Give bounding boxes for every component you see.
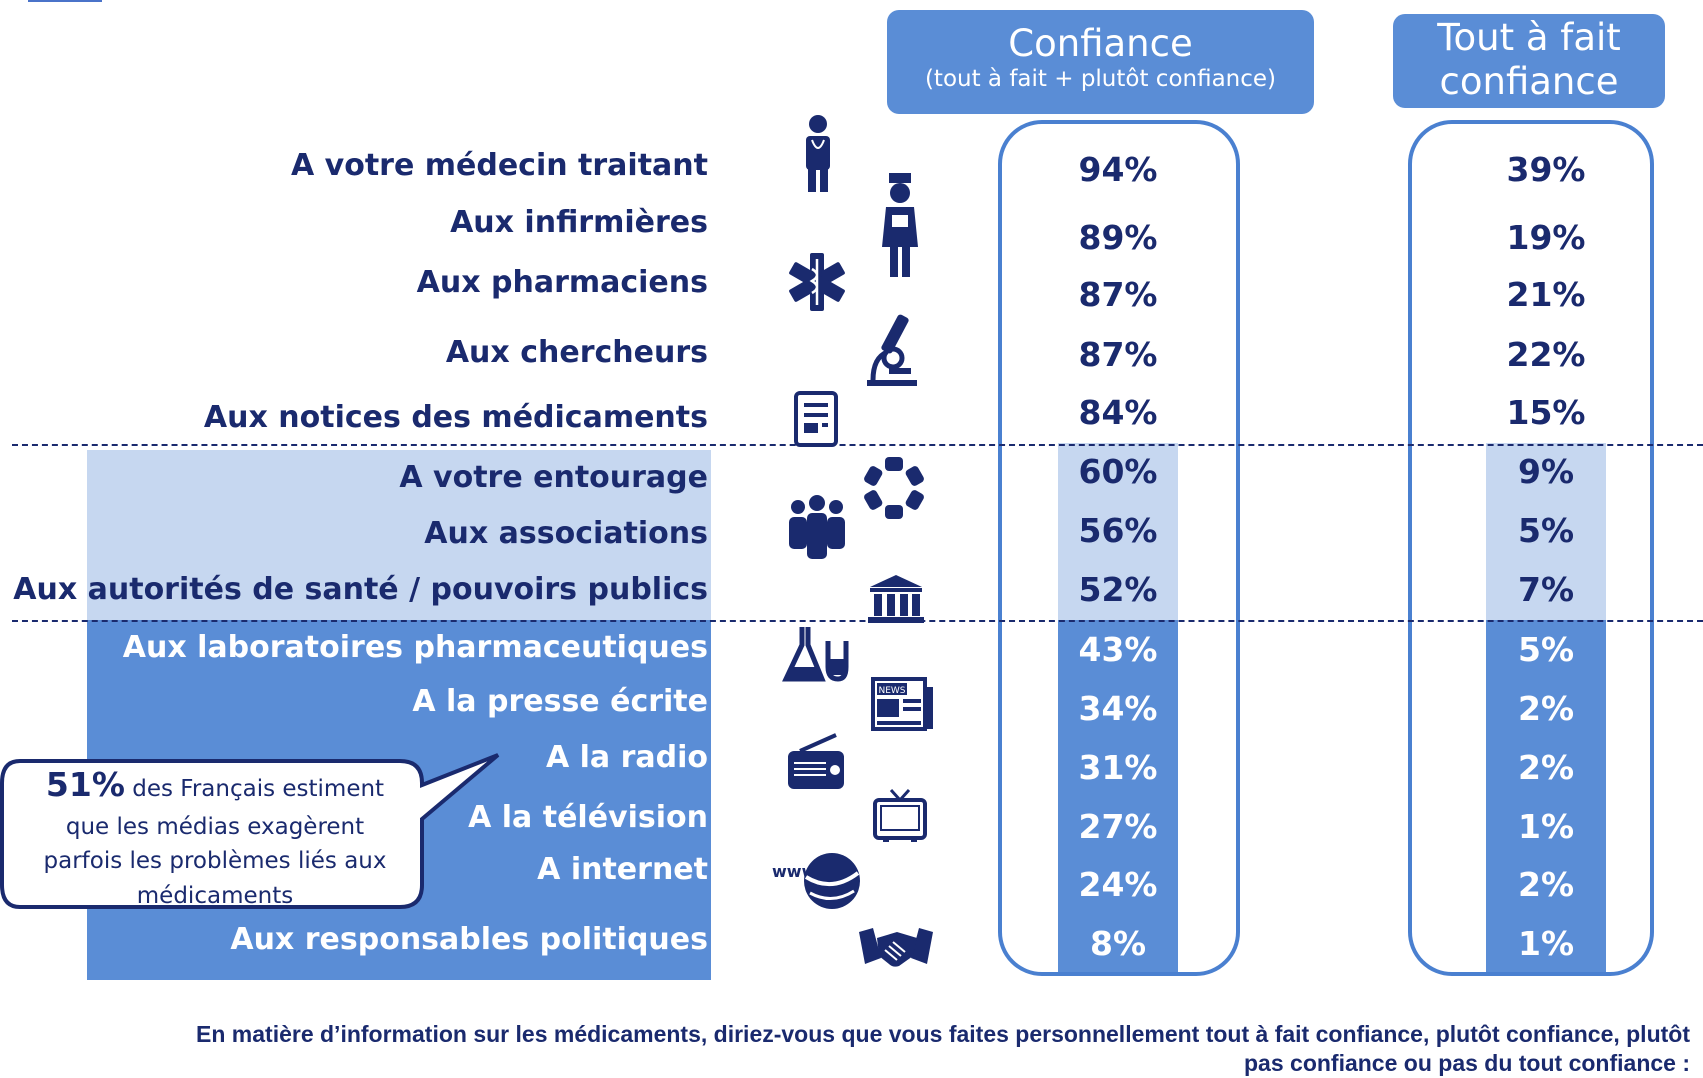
row-label: A la radio [545,740,708,775]
confiance-value: 94% [1078,150,1158,189]
globe-www-icon: www [770,846,864,914]
band-light-left [87,450,711,620]
confiance-value: 43% [1078,630,1158,669]
confiance-value: 87% [1078,275,1158,314]
television-icon [872,788,928,844]
callout-text-line1: des Français estiment [124,776,385,802]
tout-a-fait-value: 7% [1517,570,1575,609]
survey-question: En matière d’information sur les médicam… [20,1020,1690,1078]
row-label: A votre entourage [399,460,708,495]
row-label: A votre médecin traitant [291,148,708,183]
microscope-icon [862,308,922,388]
band-light-col1 [1058,443,1178,620]
header-tout-a-fait: Tout à fait confiance [1393,14,1665,108]
confiance-value: 27% [1078,807,1158,846]
confiance-value: 34% [1078,689,1158,728]
row-label: Aux laboratoires pharmaceutiques [122,630,708,665]
frame-confiance-column [998,120,1240,976]
tout-a-fait-value: 15% [1506,393,1586,432]
band-light-col2 [1486,443,1606,620]
row-label: Aux pharmaciens [416,265,708,300]
tout-a-fait-value: 2% [1517,689,1575,728]
row-label: Aux autorités de santé / pouvoirs public… [13,572,708,607]
separator-2 [12,620,1703,622]
header-tout-line2: confiance [1439,60,1619,104]
tout-a-fait-value: 19% [1506,218,1586,257]
header-tout-line1: Tout à fait [1437,16,1621,59]
separator-1 [12,444,1703,446]
lab-flask-icon [782,622,850,684]
newspaper-icon: NEWS [870,676,936,732]
callout-bubble [0,753,500,915]
question-line2: pas confiance ou pas du tout confiance : [1244,1049,1690,1076]
confiance-value: 56% [1078,511,1158,550]
tout-a-fait-value: 5% [1517,511,1575,550]
confiance-value: 24% [1078,865,1158,904]
group-people-icon [785,492,849,562]
row-label: A la télévision [468,800,708,835]
frame-tout-column [1408,120,1654,976]
band-dark-col1 [1058,620,1178,972]
row-label: Aux responsables politiques [230,922,708,957]
tout-a-fait-value: 39% [1506,150,1586,189]
tout-a-fait-value: 21% [1506,275,1586,314]
radio-icon [784,732,848,792]
row-label: A internet [537,852,708,887]
row-label: A la presse écrite [412,684,708,719]
tout-a-fait-value: 2% [1517,748,1575,787]
tout-a-fait-value: 5% [1517,630,1575,669]
doctor-icon [793,112,843,194]
tout-a-fait-value: 1% [1517,807,1575,846]
tout-a-fait-value: 22% [1506,335,1586,374]
callout-text-line4: médicaments [136,882,294,909]
tout-a-fait-value: 1% [1517,924,1575,963]
header-confiance-title: Confiance [1008,22,1193,65]
document-icon [792,390,840,448]
handshake-icon [856,922,936,972]
confiance-value: 52% [1078,570,1158,609]
callout-big-value: 51% [45,765,125,804]
tout-a-fait-value: 2% [1517,865,1575,904]
confiance-value: 87% [1078,335,1158,374]
confiance-value: 84% [1078,393,1158,432]
header-confiance-subtitle: (tout à fait + plutôt confiance) [924,66,1277,93]
svg-text:NEWS: NEWS [878,686,905,696]
confiance-value: 89% [1078,218,1158,257]
header-confiance: Confiance (tout à fait + plutôt confianc… [887,10,1314,114]
government-building-icon [866,572,926,626]
row-label: Aux chercheurs [445,335,708,370]
top-rule [28,0,102,2]
callout-text-line2: que les médias exagèrent [65,813,365,840]
confiance-value: 60% [1078,452,1158,491]
row-label: Aux infirmières [450,205,708,240]
confiance-value: 8% [1089,924,1147,963]
callout-text-line3: parfois les problèmes liés aux [43,848,387,874]
star-of-life-icon [785,250,849,314]
circle-of-hands-icon [862,454,926,522]
row-label: Aux notices des médicaments [203,400,708,435]
callout-text: 51% des Français estiment que les médias… [10,760,420,913]
tout-a-fait-value: 9% [1517,452,1575,491]
row-label: Aux associations [424,516,708,551]
nurse-icon [875,170,925,280]
callout-line1: 51% des Français estiment [10,760,420,810]
confiance-value: 31% [1078,748,1158,787]
question-line1: En matière d’information sur les médicam… [196,1021,1690,1047]
band-dark-col2 [1486,620,1606,972]
